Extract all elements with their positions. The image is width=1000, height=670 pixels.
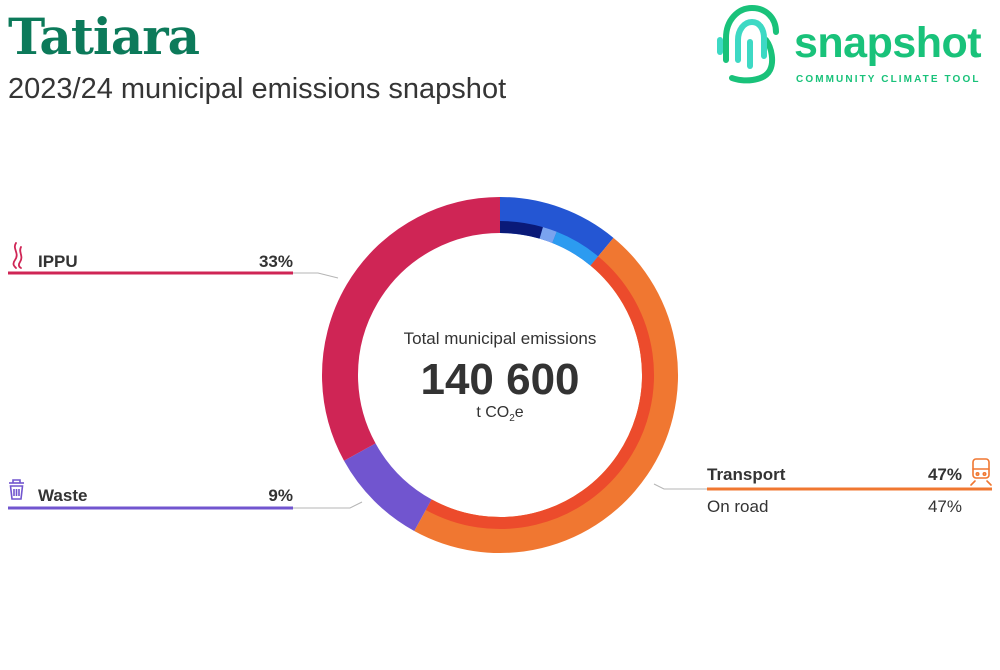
ippu-slice [322,197,501,461]
transport-slice [414,237,678,553]
page-subtitle: 2023/24 municipal emissions snapshot [8,73,507,105]
waste-slice [344,442,433,531]
emissions-unit: t CO2e [476,404,524,425]
ippu-value: 33% [258,252,293,271]
center-label: Total municipal emissions [403,329,597,348]
stationary-energy-subsector-2 [539,227,557,243]
waste-label: Waste [38,486,88,505]
on-road-label: On road [707,497,769,516]
bin-icon [9,479,24,500]
smoke-icon [12,242,23,269]
snapshot-logo: snapshot COMMUNITY CLIMATE TOOL [712,0,1000,90]
logo-tagline: COMMUNITY CLIMATE TOOL [796,74,981,85]
transport-leader-line [653,483,707,490]
on-road-value: 47% [927,497,962,516]
waste-value: 9% [268,486,293,505]
page-title: Tatiara [8,7,200,66]
ippu-leader-line [293,272,339,279]
waste-leader-line [293,501,363,509]
stationary-energy-slice [499,197,614,266]
fingerprint-icon [717,4,779,84]
transport-value: 47% [927,465,962,484]
logo-wordmark: snapshot [794,19,982,67]
stationary-energy-subsector-3 [552,231,599,266]
train-icon [970,458,992,486]
transport-subsector-1 [425,256,655,529]
transport-label: Transport [707,465,786,484]
stationary-energy-subsector-1 [499,221,543,239]
ippu-label: IPPU [38,252,78,271]
donut-ring [322,197,678,553]
total-emissions-value: 140 600 [420,355,580,404]
